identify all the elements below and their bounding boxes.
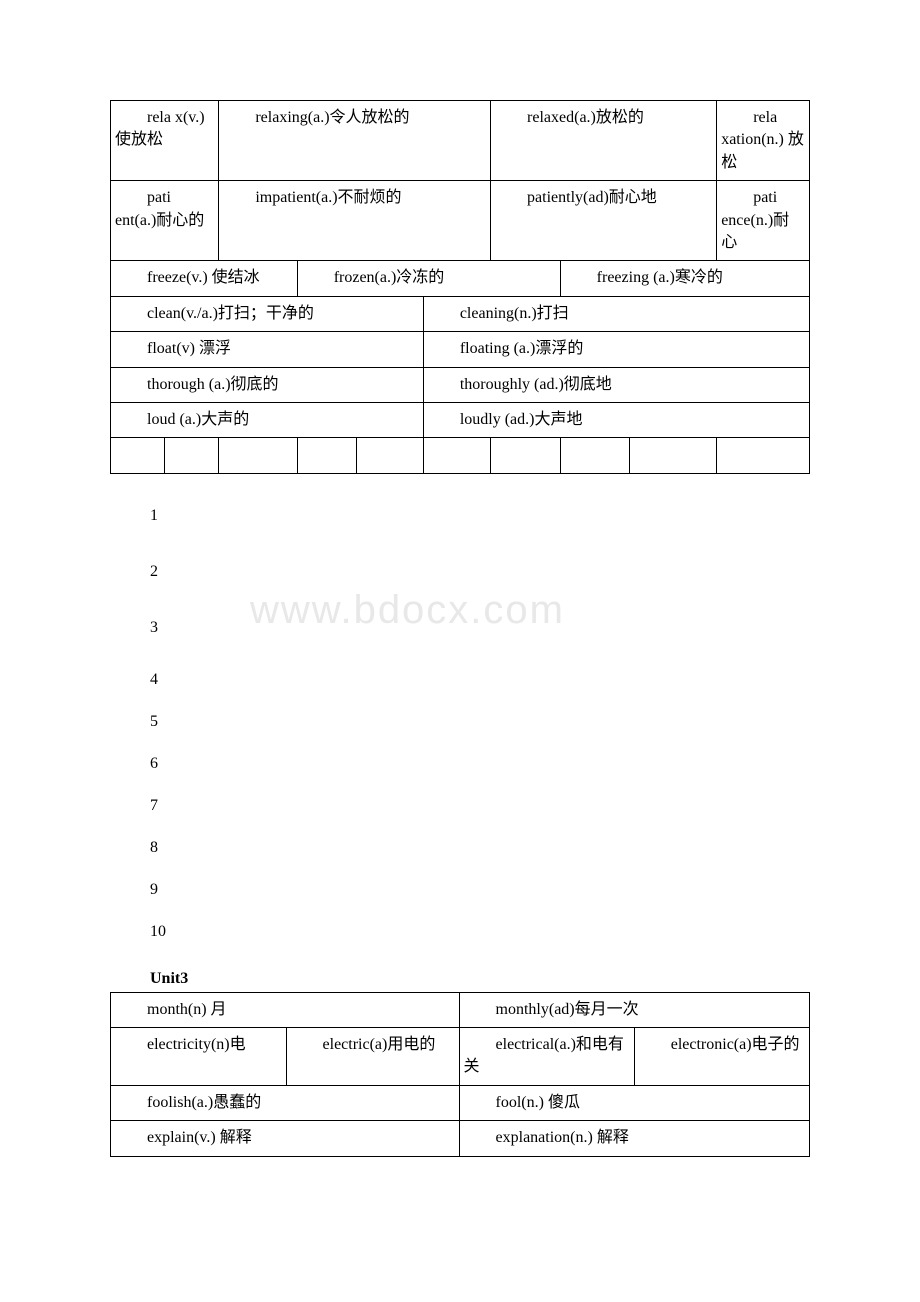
list-item: 10	[150, 914, 810, 956]
table-row: foolish(a.)愚蠢的 fool(n.) 傻瓜	[111, 1085, 810, 1120]
cell-patiently: patiently(ad)耐心地	[491, 181, 717, 261]
list-item: 7	[150, 788, 810, 830]
empty-cell	[491, 438, 561, 473]
cell-electricity: electricity(n)电	[111, 1028, 287, 1086]
empty-cell	[560, 438, 630, 473]
vocabulary-table-2: month(n) 月 monthly(ad)每月一次 electricity(n…	[110, 992, 810, 1157]
list-item: 5	[150, 704, 810, 746]
list-item: 8	[150, 830, 810, 872]
cell-foolish: foolish(a.)愚蠢的	[111, 1085, 460, 1120]
table-row: float(v) 漂浮 floating (a.)漂浮的	[111, 332, 810, 367]
table-row: electricity(n)电 electric(a)用电的 electrica…	[111, 1028, 810, 1086]
unit-header: Unit3	[110, 966, 810, 992]
cell-frozen: frozen(a.)冷冻的	[297, 261, 560, 296]
cell-monthly: monthly(ad)每月一次	[459, 992, 809, 1027]
cell-loud: loud (a.)大声的	[111, 402, 424, 437]
document-page: rela x(v.)使放松 relaxing(a.)令人放松的 relaxed(…	[0, 0, 920, 1217]
cell-cleaning: cleaning(n.)打扫	[423, 296, 809, 331]
empty-cell	[356, 438, 423, 473]
cell-loudly: loudly (ad.)大声地	[423, 402, 809, 437]
table-row: clean(v./a.)打扫；干净的 cleaning(n.)打扫	[111, 296, 810, 331]
cell-float: float(v) 漂浮	[111, 332, 424, 367]
empty-cell	[111, 438, 165, 473]
cell-explain: explain(v.) 解释	[111, 1121, 460, 1156]
cell-explanation: explanation(n.) 解释	[459, 1121, 809, 1156]
cell-fool: fool(n.) 傻瓜	[459, 1085, 809, 1120]
table-row-empty	[111, 438, 810, 473]
table-row: explain(v.) 解释 explanation(n.) 解释	[111, 1121, 810, 1156]
cell-freezing: freezing (a.)寒冷的	[560, 261, 809, 296]
cell-impatient: impatient(a.)不耐烦的	[219, 181, 491, 261]
cell-thoroughly: thoroughly (ad.)彻底地	[423, 367, 809, 402]
empty-cell	[630, 438, 717, 473]
empty-cell	[717, 438, 810, 473]
vocabulary-table-1: rela x(v.)使放松 relaxing(a.)令人放松的 relaxed(…	[110, 100, 810, 474]
cell-thorough: thorough (a.)彻底的	[111, 367, 424, 402]
cell-relaxation: rela xation(n.) 放松	[717, 101, 810, 181]
empty-cell	[219, 438, 297, 473]
table-row: thorough (a.)彻底的 thoroughly (ad.)彻底地	[111, 367, 810, 402]
empty-cell	[423, 438, 490, 473]
table-row: pati ent(a.)耐心的 impatient(a.)不耐烦的 patien…	[111, 181, 810, 261]
table-row: month(n) 月 monthly(ad)每月一次	[111, 992, 810, 1027]
table-row: rela x(v.)使放松 relaxing(a.)令人放松的 relaxed(…	[111, 101, 810, 181]
cell-freeze: freeze(v.) 使结冰	[111, 261, 298, 296]
cell-clean: clean(v./a.)打扫；干净的	[111, 296, 424, 331]
cell-electric: electric(a)用电的	[286, 1028, 459, 1086]
list-item: 4	[150, 662, 810, 704]
cell-relax: rela x(v.)使放松	[111, 101, 219, 181]
cell-month: month(n) 月	[111, 992, 460, 1027]
cell-patience: pati ence(n.)耐心	[717, 181, 810, 261]
list-item: 3	[150, 606, 810, 662]
cell-relaxed: relaxed(a.)放松的	[491, 101, 717, 181]
cell-electronic: electronic(a)电子的	[634, 1028, 809, 1086]
table-row: loud (a.)大声的 loudly (ad.)大声地	[111, 402, 810, 437]
cell-patient: pati ent(a.)耐心的	[111, 181, 219, 261]
table-row: freeze(v.) 使结冰 frozen(a.)冷冻的 freezing (a…	[111, 261, 810, 296]
cell-relaxing: relaxing(a.)令人放松的	[219, 101, 491, 181]
cell-floating: floating (a.)漂浮的	[423, 332, 809, 367]
list-item: 6	[150, 746, 810, 788]
empty-cell	[297, 438, 356, 473]
list-item: 2	[150, 550, 810, 606]
list-item: 9	[150, 872, 810, 914]
numbered-list: 1 2 3 4 5 6 7 8 9 10	[110, 474, 810, 966]
empty-cell	[165, 438, 219, 473]
cell-electrical: electrical(a.)和电有关	[459, 1028, 634, 1086]
list-item: 1	[150, 494, 810, 550]
